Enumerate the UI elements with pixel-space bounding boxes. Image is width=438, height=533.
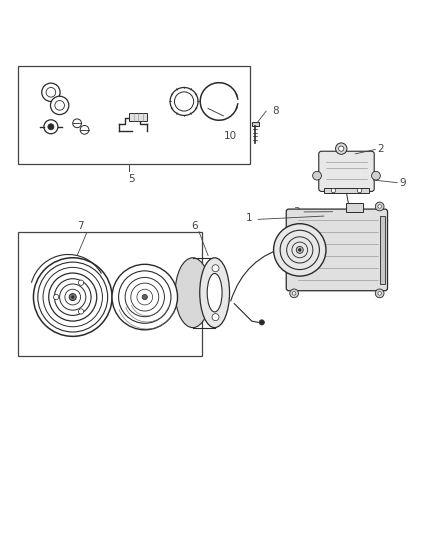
Circle shape <box>44 120 58 134</box>
Circle shape <box>71 296 74 298</box>
FancyBboxPatch shape <box>286 209 388 290</box>
Circle shape <box>65 289 81 305</box>
Circle shape <box>212 265 219 272</box>
Circle shape <box>54 279 91 316</box>
Bar <box>18 231 201 356</box>
Circle shape <box>378 205 381 208</box>
Circle shape <box>290 289 298 298</box>
Circle shape <box>174 92 194 111</box>
Bar <box>18 66 250 164</box>
Circle shape <box>48 124 54 130</box>
Circle shape <box>69 294 76 301</box>
Text: 9: 9 <box>399 177 406 188</box>
Circle shape <box>292 292 296 295</box>
Bar <box>346 203 363 212</box>
Text: 3: 3 <box>293 207 300 217</box>
Circle shape <box>50 96 69 115</box>
Text: 6: 6 <box>192 221 198 231</box>
Circle shape <box>73 119 81 128</box>
Circle shape <box>49 273 97 321</box>
Circle shape <box>33 258 112 336</box>
Text: 1: 1 <box>245 214 252 223</box>
Circle shape <box>137 289 152 305</box>
Circle shape <box>375 202 384 211</box>
Circle shape <box>375 289 384 298</box>
Circle shape <box>131 283 159 311</box>
Circle shape <box>60 284 86 310</box>
Circle shape <box>38 262 108 332</box>
Bar <box>324 188 369 193</box>
Circle shape <box>287 237 313 263</box>
Circle shape <box>42 83 60 101</box>
Circle shape <box>78 309 84 314</box>
Circle shape <box>296 246 303 253</box>
Ellipse shape <box>207 273 222 312</box>
Circle shape <box>170 87 198 116</box>
Circle shape <box>339 146 344 151</box>
Ellipse shape <box>200 258 230 328</box>
Circle shape <box>357 188 362 193</box>
Circle shape <box>259 320 265 325</box>
Circle shape <box>112 264 177 330</box>
Circle shape <box>292 242 307 258</box>
Circle shape <box>53 294 59 300</box>
Bar <box>130 113 147 120</box>
Circle shape <box>331 188 336 193</box>
Circle shape <box>119 271 171 323</box>
Bar <box>252 122 259 126</box>
Circle shape <box>378 292 381 295</box>
Circle shape <box>212 313 219 321</box>
Text: 10: 10 <box>223 131 237 141</box>
Text: 5: 5 <box>128 174 135 184</box>
Circle shape <box>125 277 164 317</box>
Circle shape <box>371 171 380 180</box>
Circle shape <box>280 230 319 270</box>
Bar <box>380 216 385 284</box>
Text: 8: 8 <box>272 106 279 116</box>
Circle shape <box>336 143 347 154</box>
Text: 2: 2 <box>377 144 384 155</box>
Circle shape <box>274 224 326 276</box>
Circle shape <box>142 294 148 300</box>
Circle shape <box>55 101 64 110</box>
FancyBboxPatch shape <box>319 151 374 191</box>
Ellipse shape <box>175 258 210 328</box>
Circle shape <box>313 171 321 180</box>
Circle shape <box>46 87 56 97</box>
Circle shape <box>80 125 89 134</box>
Text: 7: 7 <box>77 221 84 231</box>
Circle shape <box>78 280 84 285</box>
Circle shape <box>43 268 102 327</box>
Circle shape <box>298 248 301 251</box>
